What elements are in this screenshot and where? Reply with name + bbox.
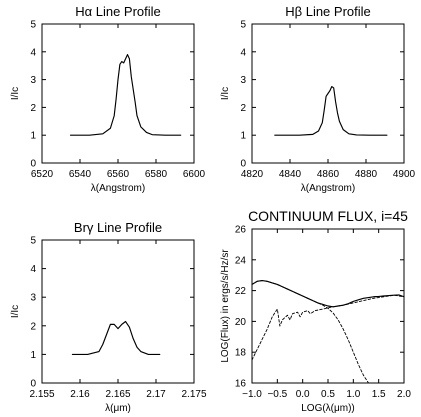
hbeta-ytick-label-0: 0 bbox=[240, 159, 246, 170]
halpha-xtick-label-3: 6580 bbox=[145, 169, 168, 180]
continuum-ytick-label-2: 20 bbox=[235, 317, 247, 328]
hbeta-ytick-label-5: 5 bbox=[240, 20, 246, 31]
brgamma-ytick-label-1: 1 bbox=[30, 350, 36, 361]
hbeta-ytick-label-3: 3 bbox=[240, 75, 246, 86]
halpha-xtick-label-1: 6540 bbox=[69, 169, 92, 180]
continuum-series-1 bbox=[251, 280, 369, 384]
continuum-xtick-label-1: −0.5 bbox=[267, 389, 287, 400]
continuum-ytick-label-0: 16 bbox=[235, 379, 247, 390]
hbeta-xtick-label-3: 4880 bbox=[355, 169, 378, 180]
halpha-series-0 bbox=[69, 54, 182, 136]
brgamma-xtick-label-0: 2.155 bbox=[29, 389, 54, 400]
brgamma-plot-frame bbox=[41, 239, 195, 384]
brgamma-yaxis-label: I/Ic bbox=[10, 305, 21, 318]
halpha-ytick-label-5: 5 bbox=[30, 20, 36, 31]
continuum-ytick-label-4: 24 bbox=[235, 255, 247, 266]
continuum-ytick-label-5: 26 bbox=[235, 225, 247, 236]
brgamma-ytick-label-2: 2 bbox=[30, 321, 36, 332]
brgamma-ytick-label-5: 5 bbox=[30, 236, 36, 247]
halpha-xtick-label-0: 6520 bbox=[31, 169, 54, 180]
brgamma-ytick-label-0: 0 bbox=[30, 379, 36, 390]
continuum-xtick-label-4: 1.0 bbox=[346, 389, 360, 400]
brgamma-title: Brγ Line Profile bbox=[74, 220, 162, 235]
brgamma-xtick-label-3: 2.17 bbox=[146, 389, 166, 400]
hbeta-ytick-label-1: 1 bbox=[240, 131, 246, 142]
hbeta-xtick-label-4: 4900 bbox=[393, 169, 416, 180]
hbeta-xtick-label-0: 4820 bbox=[241, 169, 264, 180]
halpha-plot-frame bbox=[41, 23, 195, 164]
halpha-xtick-label-4: 6600 bbox=[183, 169, 206, 180]
halpha-ytick-label-1: 1 bbox=[30, 131, 36, 142]
continuum-ytick-label-1: 18 bbox=[235, 348, 247, 359]
brgamma-ytick-label-3: 3 bbox=[30, 293, 36, 304]
hbeta-ytick-label-4: 4 bbox=[240, 47, 246, 58]
hbeta-series-0 bbox=[274, 85, 388, 136]
hbeta-xaxis-label: λ(Angstrom) bbox=[301, 183, 355, 194]
brgamma-xtick-label-2: 2.165 bbox=[105, 389, 130, 400]
continuum-xtick-label-5: 1.5 bbox=[372, 389, 386, 400]
hbeta-title: Hβ Line Profile bbox=[285, 4, 371, 19]
halpha-yaxis-label: I/Ic bbox=[10, 87, 21, 100]
halpha-ytick-label-3: 3 bbox=[30, 75, 36, 86]
brgamma-xaxis-label: λ(μm) bbox=[105, 403, 131, 414]
hbeta-xtick-label-2: 4860 bbox=[317, 169, 340, 180]
halpha-ytick-label-2: 2 bbox=[30, 103, 36, 114]
halpha-title: Hα Line Profile bbox=[75, 4, 161, 19]
continuum-series-0 bbox=[251, 280, 405, 308]
continuum-xtick-label-2: 0.0 bbox=[296, 389, 310, 400]
halpha-ytick-label-0: 0 bbox=[30, 159, 36, 170]
continuum-xtick-label-3: 0.5 bbox=[321, 389, 335, 400]
continuum-ytick-label-3: 22 bbox=[235, 286, 247, 297]
continuum-series-2 bbox=[251, 294, 405, 361]
continuum-yaxis-label: LOG(Flux) in ergs/s/Hz/sr bbox=[220, 249, 231, 363]
brgamma-xtick-label-4: 2.175 bbox=[181, 389, 206, 400]
halpha-ytick-label-4: 4 bbox=[30, 47, 36, 58]
hbeta-xtick-label-1: 4840 bbox=[279, 169, 302, 180]
halpha-xaxis-label: λ(Angstrom) bbox=[91, 183, 145, 194]
continuum-xtick-label-0: −1.0 bbox=[242, 389, 262, 400]
hbeta-ytick-label-2: 2 bbox=[240, 103, 246, 114]
continuum-xaxis-label: LOG(λ(μm)) bbox=[301, 403, 355, 414]
halpha-xtick-label-2: 6560 bbox=[107, 169, 130, 180]
continuum-title: CONTINUUM FLUX, i=45 bbox=[248, 208, 408, 224]
hbeta-yaxis-label: I/Ic bbox=[220, 87, 231, 100]
brgamma-xtick-label-1: 2.16 bbox=[70, 389, 90, 400]
brgamma-series-0 bbox=[71, 320, 161, 355]
continuum-xtick-label-6: 2.0 bbox=[397, 389, 411, 400]
brgamma-ytick-label-4: 4 bbox=[30, 264, 36, 275]
